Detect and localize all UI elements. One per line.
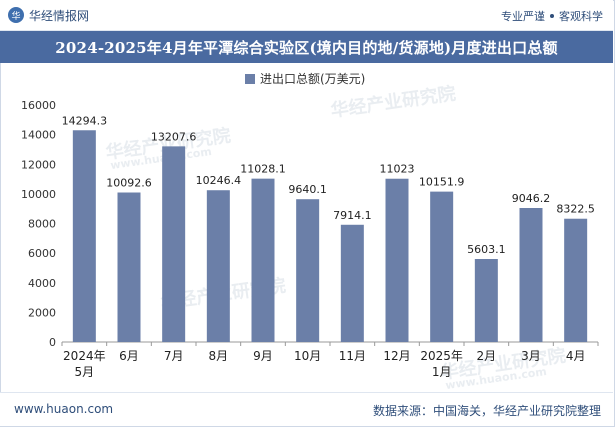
- bar[interactable]: [72, 130, 96, 342]
- x-tick-label: 2024年 5月: [63, 349, 106, 379]
- bar-value-label: 7914.1: [333, 209, 372, 222]
- x-tick-label: 11月: [339, 349, 366, 363]
- x-tick-label: 10月: [294, 349, 321, 363]
- x-tick-label: 6月: [119, 349, 139, 363]
- separator-dot-icon: [550, 14, 554, 18]
- bar-value-label: 10151.9: [419, 176, 465, 189]
- x-tick-label: 2月: [477, 349, 497, 363]
- bar[interactable]: [564, 218, 588, 342]
- bar-value-label: 5603.1: [467, 243, 506, 256]
- bar[interactable]: [430, 191, 454, 342]
- y-tick-label: 8000: [28, 218, 56, 231]
- legend-swatch: [245, 74, 255, 84]
- bar-value-label: 13207.6: [151, 130, 197, 143]
- y-tick-label: 2000: [28, 306, 56, 319]
- legend-label: 进出口总额(万美元): [260, 72, 365, 86]
- y-tick-label: 12000: [21, 158, 56, 171]
- bar[interactable]: [162, 146, 186, 342]
- y-tick-label: 16000: [21, 99, 56, 112]
- tagline: 专业严谨 客观科学: [501, 8, 603, 24]
- bar-value-label: 11028.1: [240, 163, 286, 176]
- bar-value-label: 8322.5: [556, 203, 595, 216]
- bar-value-label: 10246.4: [196, 174, 242, 187]
- x-tick-label: 8月: [209, 349, 229, 363]
- bar-value-label: 10092.6: [106, 177, 152, 190]
- x-tick-label: 4月: [566, 349, 586, 363]
- footer-site-link[interactable]: www.huaon.com: [14, 402, 114, 416]
- tagline-right: 客观科学: [559, 10, 603, 23]
- title-bar: 2024-2025年4月年平潭综合实验区(境内目的地/货源地)月度进出口总额: [0, 31, 613, 63]
- bar-value-label: 9640.1: [288, 183, 327, 196]
- tagline-left: 专业严谨: [501, 10, 545, 23]
- bar-value-label: 9046.2: [512, 192, 551, 205]
- top-bar: 华 华经情报网 专业严谨 客观科学: [0, 0, 613, 31]
- y-tick-label: 4000: [28, 277, 56, 290]
- bar[interactable]: [474, 259, 498, 342]
- bar[interactable]: [519, 208, 543, 342]
- x-tick-label: 9月: [253, 349, 273, 363]
- y-tick-label: 6000: [28, 247, 56, 260]
- y-tick-label: 10000: [21, 188, 56, 201]
- brand-logo-icon: 华: [8, 7, 24, 23]
- brand-name: 华经情报网: [29, 8, 90, 23]
- bar[interactable]: [340, 224, 364, 342]
- bar[interactable]: [385, 178, 409, 342]
- bar-value-label: 14294.3: [62, 114, 108, 127]
- footer: www.huaon.com 数据来源：中国海关，华经产业研究院整理: [0, 392, 613, 426]
- bar-value-label: 11023: [380, 163, 415, 176]
- bar[interactable]: [296, 199, 320, 342]
- x-tick-label: 7月: [164, 349, 184, 363]
- y-tick-label: 0: [49, 336, 56, 349]
- bar[interactable]: [206, 190, 230, 342]
- x-axis: 2024年 5月 6月 7月 8月 9月 10月 11月 12月 2025年 1月 2月 3月 4月: [61, 342, 599, 379]
- bars: [72, 130, 588, 342]
- bar[interactable]: [251, 178, 275, 342]
- brand[interactable]: 华 华经情报网: [8, 6, 89, 24]
- y-tick-label: 14000: [21, 129, 56, 142]
- chart-title: 2024-2025年4月年平潭综合实验区(境内目的地/货源地)月度进出口总额: [55, 38, 558, 57]
- legend: 进出口总额(万美元): [245, 72, 365, 86]
- x-tick-label: 2025年 1月: [420, 349, 463, 379]
- x-tick-label: 12月: [383, 349, 410, 363]
- bar[interactable]: [117, 192, 141, 342]
- value-labels: 14294.3 10092.6 13207.6 10246.411028.19640.…: [62, 114, 595, 256]
- data-source: 数据来源：中国海关，华经产业研究院整理: [372, 404, 601, 418]
- bar-chart: 进出口总额(万美元) 0 2000 4000 6000 8000 10000 12000 14…: [21, 72, 599, 379]
- x-tick-label: 3月: [521, 349, 541, 363]
